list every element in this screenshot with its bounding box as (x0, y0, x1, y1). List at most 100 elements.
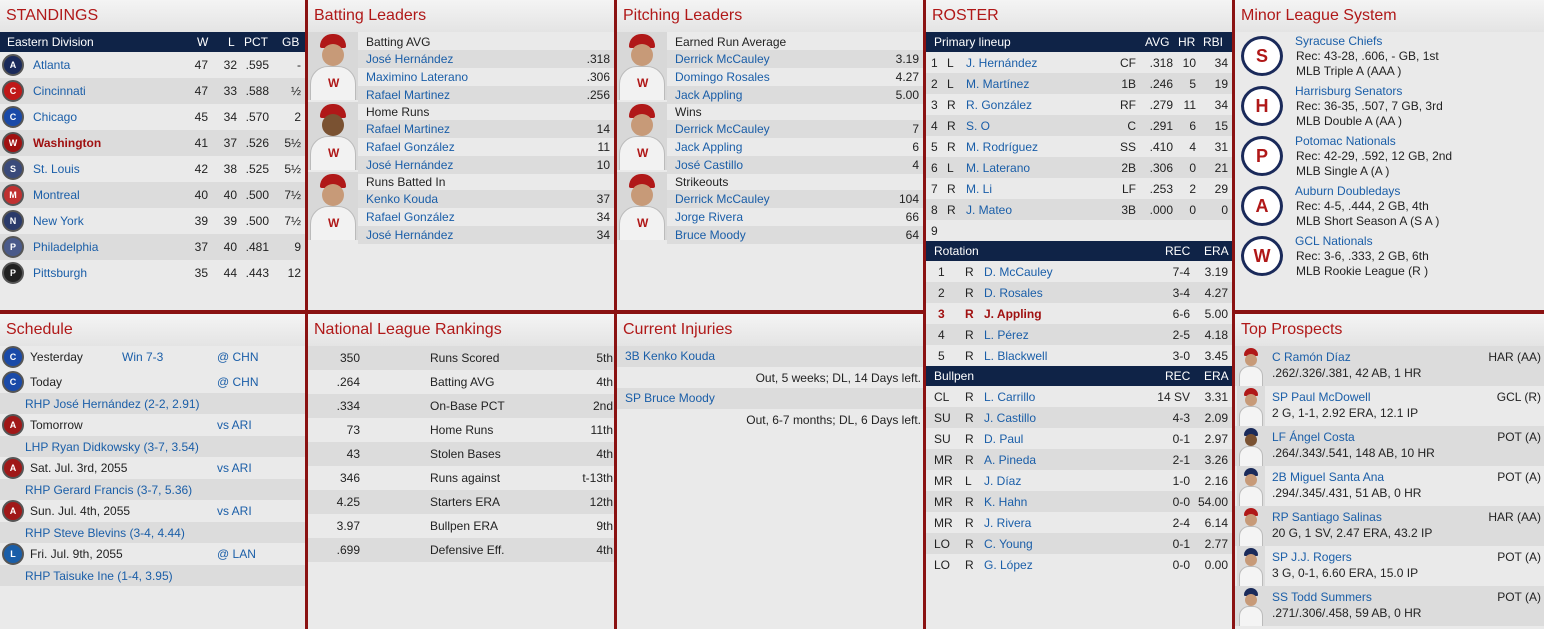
team-name-link[interactable]: Montreal (33, 188, 80, 202)
leader-player-link[interactable]: Domingo Rosales (675, 70, 770, 84)
bullpen-row[interactable]: MR R K. Hahn 0-0 54.00 (926, 491, 1232, 512)
prospect-photo[interactable] (1237, 586, 1265, 626)
lineup-player-link[interactable]: M. Rodríguez (966, 140, 1039, 154)
prospect-photo[interactable] (1237, 346, 1265, 386)
schedule-pitcher-link[interactable]: RHP Gerard Francis (3-7, 5.36) (25, 483, 193, 497)
bullpen-row[interactable]: SU R D. Paul 0-1 2.97 (926, 428, 1232, 449)
player-photo[interactable]: W (308, 102, 358, 170)
leader-player-link[interactable]: José Hernández (366, 228, 454, 242)
prospect-name-link[interactable]: 2B Miguel Santa Ana (1272, 470, 1385, 484)
prospect-photo[interactable] (1237, 466, 1265, 506)
schedule-game-row[interactable]: A Sat. Jul. 3rd, 2055 vs ARI (0, 457, 305, 479)
schedule-pitcher-link[interactable]: RHP Taisuke Ine (1-4, 3.95) (25, 569, 173, 583)
standings-row[interactable]: W Washington 41 37 .526 5½ (0, 130, 305, 156)
standings-row[interactable]: A Atlanta 47 32 .595 - (0, 52, 305, 78)
leader-player-link[interactable]: Derrick McCauley (675, 122, 770, 136)
prospect-photo[interactable] (1237, 386, 1265, 426)
player-photo[interactable]: W (308, 172, 358, 240)
schedule-game-row[interactable]: C Today @ CHN (0, 371, 305, 393)
lineup-row[interactable]: 6 L M. Laterano 2B .306 0 21 (926, 157, 1232, 178)
minor-team-link[interactable]: GCL Nationals (1295, 234, 1373, 248)
leader-player-link[interactable]: Rafael Martinez (366, 122, 451, 136)
schedule-game-row[interactable]: A Tomorrow vs ARI (0, 414, 305, 436)
bullpen-row[interactable]: CL R L. Carrillo 14 SV 3.31 (926, 386, 1232, 407)
team-name-link[interactable]: Cincinnati (33, 84, 86, 98)
bullpen-player-link[interactable]: K. Hahn (984, 495, 1028, 509)
injury-player-link[interactable]: 3B Kenko Kouda (625, 349, 716, 363)
schedule-opponent-link[interactable]: vs ARI (217, 504, 252, 518)
leader-player-link[interactable]: Jack Appling (675, 140, 743, 154)
player-photo[interactable]: W (617, 102, 667, 170)
leader-player-link[interactable]: Jorge Rivera (675, 210, 744, 224)
player-photo[interactable]: W (617, 172, 667, 240)
schedule-pitcher-link[interactable]: RHP José Hernández (2-2, 2.91) (25, 397, 200, 411)
leader-player-link[interactable]: Jack Appling (675, 88, 743, 102)
schedule-game-row[interactable]: A Sun. Jul. 4th, 2055 vs ARI (0, 500, 305, 522)
prospect-photo[interactable] (1237, 546, 1265, 586)
team-name-link[interactable]: New York (33, 214, 84, 228)
standings-row[interactable]: P Pittsburgh 35 44 .443 12 (0, 260, 305, 286)
schedule-opponent-link[interactable]: vs ARI (217, 461, 252, 475)
lineup-row[interactable]: 4 R S. O C .291 6 15 (926, 115, 1232, 136)
player-photo[interactable]: W (617, 32, 667, 100)
bullpen-player-link[interactable]: J. Díaz (984, 474, 1022, 488)
lineup-row[interactable]: 7 R M. Li LF .253 2 29 (926, 178, 1232, 199)
schedule-opponent-link[interactable]: vs ARI (217, 418, 252, 432)
rotation-row[interactable]: 1 R D. McCauley 7-4 3.19 (926, 261, 1232, 282)
lineup-row[interactable]: 8 R J. Mateo 3B .000 0 0 (926, 199, 1232, 220)
team-name-link[interactable]: Pittsburgh (33, 266, 88, 280)
rotation-row[interactable]: 2 R D. Rosales 3-4 4.27 (926, 282, 1232, 303)
prospect-name-link[interactable]: C Ramón Díaz (1272, 350, 1351, 364)
schedule-pitcher-link[interactable]: LHP Ryan Didkowsky (3-7, 3.54) (25, 440, 199, 454)
leader-player-link[interactable]: José Hernández (366, 158, 454, 172)
lineup-player-link[interactable]: M. Martínez (966, 77, 1030, 91)
leader-player-link[interactable]: José Hernández (366, 52, 454, 66)
rotation-row[interactable]: 5 R L. Blackwell 3-0 3.45 (926, 345, 1232, 366)
lineup-player-link[interactable]: M. Laterano (966, 161, 1031, 175)
leader-player-link[interactable]: Rafael González (366, 210, 455, 224)
minor-team-logo-icon[interactable]: H (1237, 84, 1287, 128)
lineup-row[interactable]: 5 R M. Rodríguez SS .410 4 31 (926, 136, 1232, 157)
bullpen-row[interactable]: LO R G. López 0-0 0.00 (926, 554, 1232, 575)
leader-player-link[interactable]: Rafael Martinez (366, 88, 451, 102)
minor-team-link[interactable]: Potomac Nationals (1295, 134, 1396, 148)
standings-row[interactable]: S St. Louis 42 38 .525 5½ (0, 156, 305, 182)
team-name-link[interactable]: Atlanta (33, 58, 71, 72)
minor-team-logo-icon[interactable]: S (1237, 34, 1287, 78)
bullpen-player-link[interactable]: J. Castillo (984, 411, 1037, 425)
lineup-player-link[interactable]: S. O (966, 119, 991, 133)
team-name-link[interactable]: Washington (33, 136, 102, 150)
prospect-name-link[interactable]: RP Santiago Salinas (1272, 510, 1382, 524)
team-name-link[interactable]: Chicago (33, 110, 78, 124)
bullpen-row[interactable]: SU R J. Castillo 4-3 2.09 (926, 407, 1232, 428)
bullpen-player-link[interactable]: A. Pineda (984, 453, 1037, 467)
lineup-row[interactable]: 3 R R. González RF .279 11 34 (926, 94, 1232, 115)
schedule-opponent-link[interactable]: @ LAN (217, 547, 256, 561)
bullpen-player-link[interactable]: D. Paul (984, 432, 1024, 446)
minor-team-logo-icon[interactable]: W (1237, 234, 1287, 278)
bullpen-row[interactable]: LO R C. Young 0-1 2.77 (926, 533, 1232, 554)
leader-player-link[interactable]: Rafael González (366, 140, 455, 154)
lineup-row[interactable]: 2 L M. Martínez 1B .246 5 19 (926, 73, 1232, 94)
schedule-game-row[interactable]: C Yesterday Win 7-3 @ CHN (0, 346, 305, 368)
lineup-player-link[interactable]: J. Mateo (966, 203, 1013, 217)
leader-player-link[interactable]: Kenko Kouda (366, 192, 439, 206)
leader-player-link[interactable]: José Castillo (675, 158, 744, 172)
rotation-row[interactable]: 4 R L. Pérez 2-5 4.18 (926, 324, 1232, 345)
rotation-row[interactable]: 3 R J. Appling 6-6 5.00 (926, 303, 1232, 324)
lineup-player-link[interactable]: R. González (966, 98, 1033, 112)
player-photo[interactable]: W (308, 32, 358, 100)
bullpen-row[interactable]: MR L J. Díaz 1-0 2.16 (926, 470, 1232, 491)
minor-team-link[interactable]: Auburn Doubledays (1295, 184, 1401, 198)
leader-player-link[interactable]: Derrick McCauley (675, 192, 770, 206)
prospect-name-link[interactable]: SP Paul McDowell (1272, 390, 1371, 404)
schedule-game-row[interactable]: L Fri. Jul. 9th, 2055 @ LAN (0, 543, 305, 565)
schedule-opponent-link[interactable]: @ CHN (217, 350, 259, 364)
rotation-player-link[interactable]: J. Appling (984, 307, 1042, 321)
lineup-row[interactable]: 9 (926, 220, 1232, 241)
lineup-row[interactable]: 1 L J. Hernández CF .318 10 34 (926, 52, 1232, 73)
team-name-link[interactable]: St. Louis (33, 162, 80, 176)
schedule-result-link[interactable]: Win 7-3 (122, 350, 164, 364)
rotation-player-link[interactable]: D. Rosales (984, 286, 1043, 300)
prospect-name-link[interactable]: LF Ángel Costa (1272, 430, 1355, 444)
